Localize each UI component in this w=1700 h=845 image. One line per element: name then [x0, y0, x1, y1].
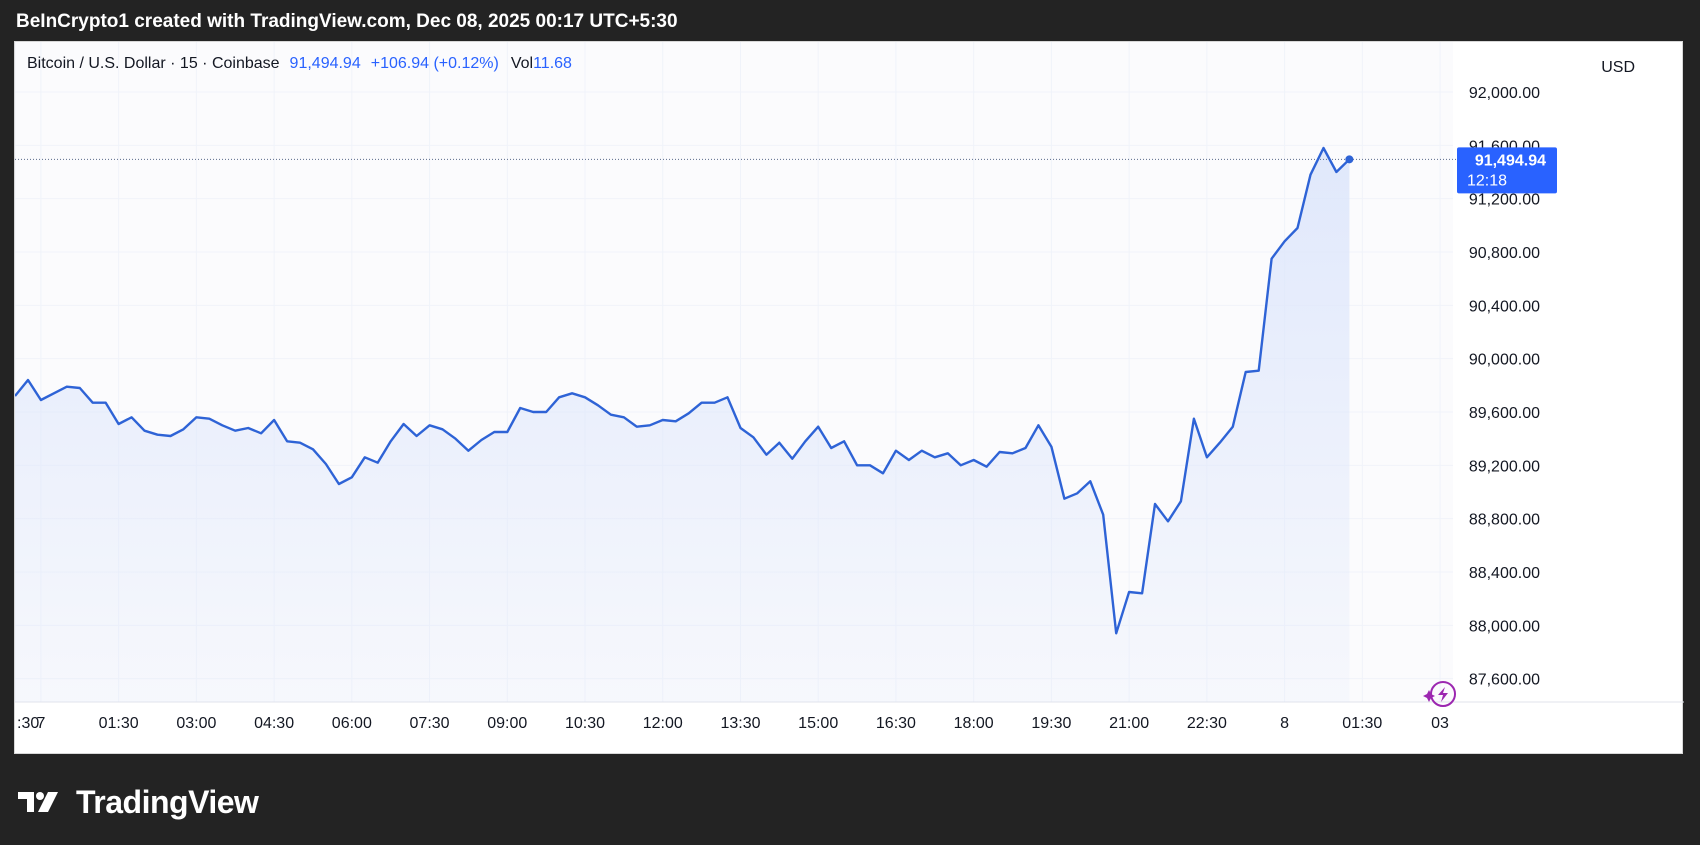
- y-tick-label: 92,000.00: [1469, 85, 1540, 102]
- x-tick-label: 01:30: [1342, 715, 1382, 732]
- chart-panel[interactable]: 92,000.00 91,600.00 91,200.00 90,800.00 90,4…: [14, 41, 1684, 755]
- x-tick-label: 22:30: [1187, 715, 1227, 732]
- y-tick-label: 90,000.00: [1469, 352, 1540, 369]
- x-tick-label: 04:30: [254, 715, 294, 732]
- last-price-badge: [1457, 147, 1557, 194]
- tradingview-logo[interactable]: TradingView: [18, 782, 259, 822]
- legend-change: +106.94 (+0.12%): [370, 55, 499, 72]
- x-tick-label: 03: [1431, 715, 1449, 732]
- symbol-legend: Bitcoin / U.S. Dollar · 15 · Coinbase 91…: [27, 55, 572, 73]
- y-tick-label: 88,000.00: [1469, 618, 1540, 635]
- y-tick-label: 88,400.00: [1469, 565, 1540, 582]
- y-tick-label: 90,800.00: [1469, 245, 1540, 262]
- x-tick-label: 06:00: [332, 715, 372, 732]
- legend-price: 91,494.94: [289, 55, 361, 72]
- price-area-fill: [15, 148, 1350, 702]
- x-tick-label: 12:00: [643, 715, 683, 732]
- x-tick-label: 03:00: [176, 715, 216, 732]
- x-tick-label: 18:00: [954, 715, 994, 732]
- y-tick-label: 87,600.00: [1469, 672, 1540, 689]
- last-price-dot: [1345, 155, 1354, 164]
- x-tick-label: 15:00: [798, 715, 838, 732]
- brand-name: TradingView: [76, 783, 259, 820]
- x-tick-label: 21:00: [1109, 715, 1149, 732]
- lightning-sparkle-icon[interactable]: [1423, 681, 1456, 707]
- x-tick-label: 09:00: [487, 715, 527, 732]
- x-tick-label: 7: [36, 715, 45, 732]
- y-tick-label: 89,200.00: [1469, 458, 1540, 475]
- last-price-value: 91,494.94: [1475, 152, 1546, 169]
- x-tick-label: 19:30: [1031, 715, 1071, 732]
- legend-volume-label: Vol: [510, 55, 534, 72]
- x-tick-label: 10:30: [565, 715, 605, 732]
- price-chart[interactable]: 92,000.0091,600.0091,200.0090,800.0090,4…: [15, 42, 1684, 755]
- price-line: [15, 146, 1351, 635]
- x-tick-label: :30: [17, 715, 39, 732]
- chart-attribution: BeInCrypto1 created with TradingView.com…: [16, 11, 678, 32]
- legend-volume-value: 11.68: [533, 55, 572, 72]
- countdown-label: 12:18: [1467, 172, 1507, 189]
- x-tick-label: 07:30: [410, 715, 450, 732]
- x-tick-label: 01:30: [99, 715, 139, 732]
- x-tick-label: 13:30: [720, 715, 760, 732]
- y-tick-label: 88,800.00: [1469, 512, 1540, 529]
- y-tick-label: 90,400.00: [1469, 298, 1540, 315]
- currency-button[interactable]: USD: [1601, 59, 1635, 76]
- y-tick-label: 91,200.00: [1469, 192, 1540, 209]
- legend-symbol[interactable]: Bitcoin / U.S. Dollar · 15 · Coinbase: [27, 55, 280, 72]
- tradingview-logo-icon: [18, 792, 58, 812]
- y-tick-label: 89,600.00: [1469, 405, 1540, 422]
- x-tick-label: 16:30: [876, 715, 916, 732]
- x-tick-label: 8: [1280, 715, 1289, 732]
